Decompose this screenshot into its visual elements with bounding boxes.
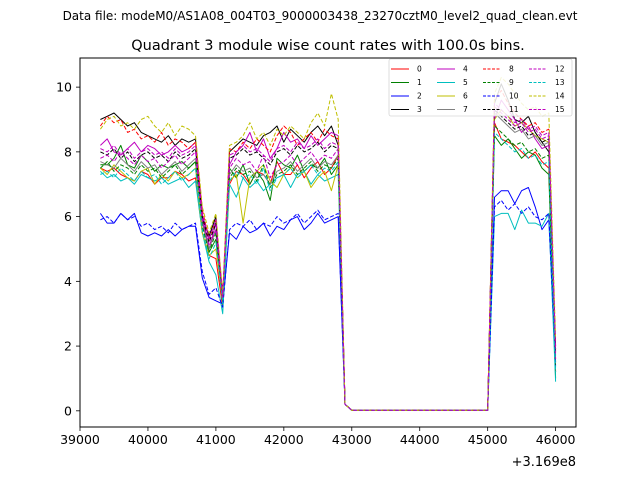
legend-label-10: 10 — [509, 92, 519, 101]
x-tick-label: 46000 — [536, 432, 576, 447]
figure-suptitle: Data file: modeM0/AS1A08_004T03_90000034… — [63, 9, 578, 23]
plot-frame — [79, 57, 577, 428]
x-tick-label: 40000 — [128, 432, 168, 447]
y-tick-label: 0 — [64, 403, 72, 418]
legend-label-12: 12 — [555, 65, 565, 74]
legend-frame — [388, 58, 573, 117]
y-tick-label: 4 — [64, 274, 72, 289]
y-tick-label: 2 — [64, 339, 72, 354]
x-tick-label: 44000 — [400, 432, 440, 447]
legend-label-7: 7 — [463, 105, 468, 114]
y-axis: 0 2 4 6 8 10 — [56, 80, 80, 418]
legend-label-5: 5 — [463, 78, 468, 87]
legend-label-4: 4 — [463, 65, 468, 74]
chart-title: Quadrant 3 module wise count rates with … — [131, 38, 525, 54]
legend-label-0: 0 — [417, 65, 422, 74]
x-offset-label: +3.169e8 — [512, 455, 576, 470]
legend-label-15: 15 — [555, 105, 565, 114]
series-line-15 — [100, 102, 557, 411]
legend-label-6: 6 — [463, 92, 468, 101]
x-tick-label: 41000 — [196, 432, 236, 447]
legend-label-2: 2 — [417, 92, 422, 101]
legend-label-14: 14 — [555, 92, 565, 101]
legend-label-1: 1 — [417, 78, 422, 87]
legend-label-13: 13 — [555, 78, 565, 87]
legend-label-8: 8 — [509, 65, 514, 74]
y-tick-label: 6 — [64, 209, 72, 224]
x-axis: 39000 40000 41000 42000 43000 44000 45000 46000 — [60, 427, 576, 447]
series-line-13 — [100, 131, 557, 411]
series-layer — [99, 76, 557, 411]
y-tick-label: 8 — [64, 144, 72, 159]
series-line-12 — [100, 106, 557, 411]
x-tick-label: 39000 — [60, 432, 100, 447]
y-tick-label: 10 — [56, 80, 72, 95]
legend-label-9: 9 — [509, 78, 514, 87]
x-tick-label: 45000 — [468, 432, 508, 447]
x-tick-label: 42000 — [264, 432, 304, 447]
legend-label-11: 11 — [509, 105, 519, 114]
x-tick-label: 43000 — [332, 432, 372, 447]
legend-label-3: 3 — [417, 105, 422, 114]
